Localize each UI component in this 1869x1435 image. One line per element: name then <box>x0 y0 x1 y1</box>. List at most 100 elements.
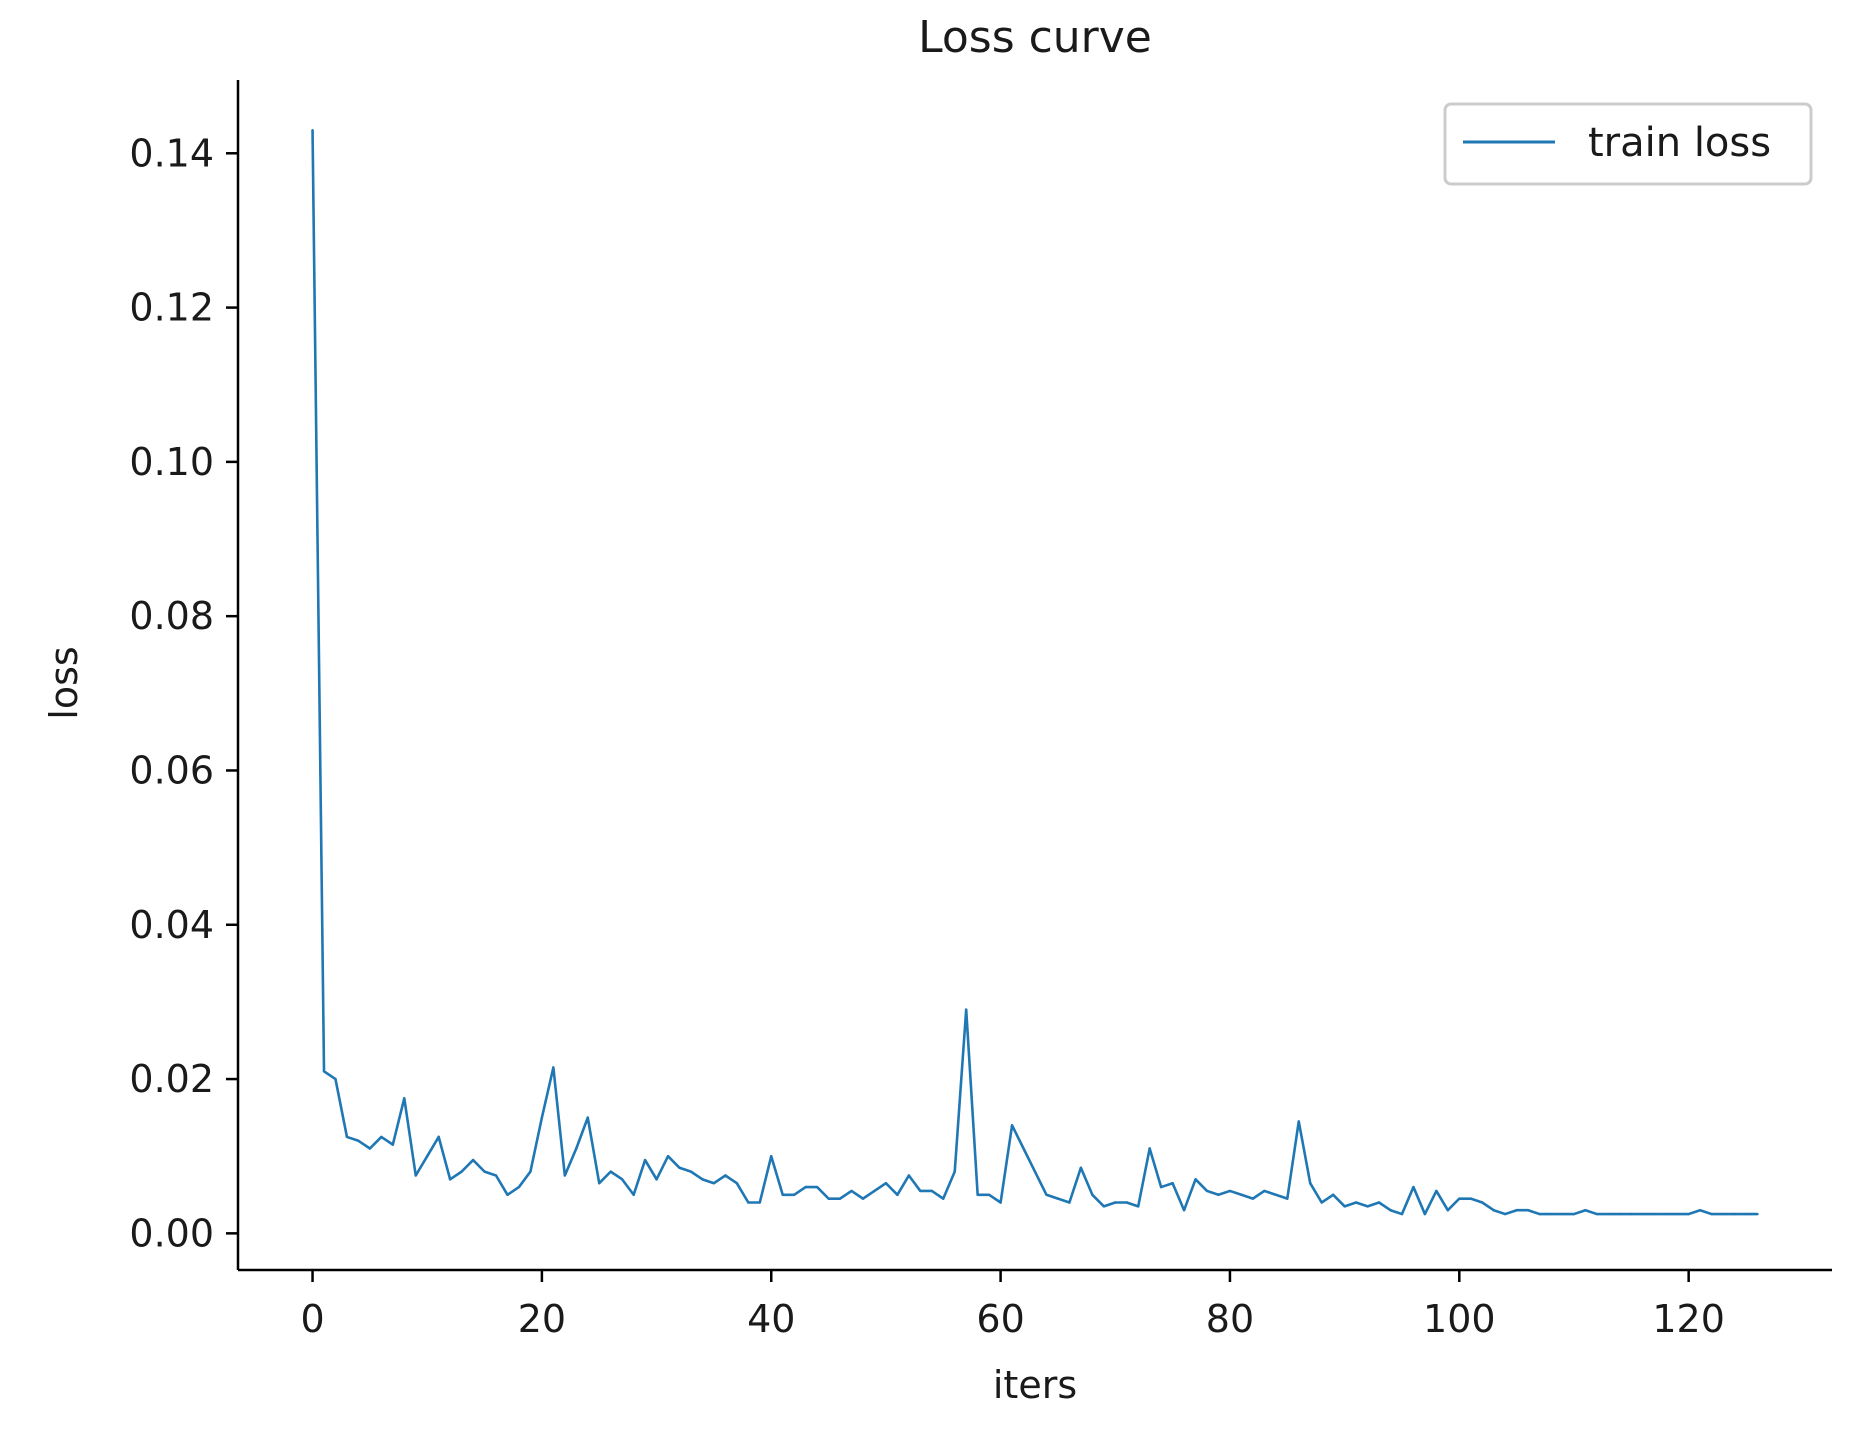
data-point <box>1240 1193 1243 1196</box>
data-point <box>1068 1201 1071 1204</box>
data-point <box>758 1201 761 1204</box>
data-point <box>1595 1212 1599 1216</box>
data-point <box>873 1189 876 1193</box>
legend-box <box>1443 102 1813 186</box>
y-tick-label: 0.04 <box>129 903 214 947</box>
data-point <box>1033 1170 1037 1173</box>
x-tick-label: 60 <box>976 1297 1024 1341</box>
data-point <box>770 1155 773 1158</box>
data-point <box>1091 1193 1094 1196</box>
data-point <box>1481 1201 1484 1204</box>
data-point <box>1114 1201 1117 1204</box>
x-tick-label: 40 <box>747 1297 795 1341</box>
data-point <box>1492 1209 1495 1212</box>
x-axis-ticks: 0 20 40 60 80 100 120 <box>300 1270 1725 1341</box>
data-point <box>1263 1189 1266 1193</box>
x-tick-label: 0 <box>300 1297 324 1341</box>
data-point <box>1710 1212 1713 1216</box>
data-point <box>1309 1182 1312 1185</box>
data-point <box>1733 1212 1736 1216</box>
data-point <box>403 1097 406 1100</box>
data-point <box>850 1189 853 1193</box>
series-line-train-loss <box>311 130 1758 1216</box>
data-point <box>1125 1201 1128 1204</box>
data-point <box>609 1170 612 1173</box>
data-point <box>987 1193 991 1196</box>
data-point <box>1010 1124 1014 1127</box>
data-point <box>1194 1178 1197 1181</box>
data-point <box>1458 1197 1461 1200</box>
data-point <box>747 1201 750 1204</box>
data-point <box>380 1135 383 1139</box>
data-point <box>1159 1185 1163 1189</box>
data-point <box>1412 1185 1415 1189</box>
data-point <box>838 1197 842 1200</box>
data-point <box>345 1135 349 1139</box>
data-point <box>1561 1212 1564 1216</box>
data-point <box>896 1193 899 1196</box>
data-point <box>517 1185 521 1189</box>
data-point <box>666 1155 670 1158</box>
data-point <box>655 1178 658 1181</box>
data-point <box>827 1197 830 1200</box>
data-point <box>1286 1197 1289 1200</box>
data-point <box>1618 1212 1622 1216</box>
data-point <box>1675 1212 1679 1216</box>
chart-title: Loss curve <box>918 12 1152 63</box>
data-point <box>1435 1189 1438 1193</box>
data-point <box>1664 1212 1667 1216</box>
data-point <box>884 1182 888 1185</box>
data-point <box>1343 1205 1346 1208</box>
data-point <box>448 1178 452 1181</box>
y-tick-label: 0.12 <box>129 286 214 330</box>
data-point <box>964 1008 968 1011</box>
data-point <box>575 1147 578 1150</box>
data-point <box>334 1077 337 1081</box>
data-point <box>643 1158 647 1162</box>
data-point <box>529 1170 532 1173</box>
data-point <box>1148 1147 1151 1150</box>
x-tick-label: 100 <box>1423 1297 1496 1341</box>
axes <box>236 80 1832 1272</box>
data-point <box>930 1189 933 1193</box>
data-point <box>1205 1189 1209 1193</box>
data-point <box>1182 1209 1186 1212</box>
data-point <box>1331 1193 1335 1196</box>
x-tick-label: 20 <box>518 1297 566 1341</box>
data-point <box>598 1182 601 1185</box>
data-point <box>1641 1212 1644 1216</box>
y-axis-ticks: 0.00 0.02 0.04 0.06 0.08 0.10 0.12 0.14 <box>129 131 238 1255</box>
data-point <box>1503 1212 1507 1216</box>
data-point <box>999 1201 1002 1204</box>
data-point <box>689 1170 693 1173</box>
data-point <box>437 1135 440 1139</box>
data-point <box>976 1193 979 1196</box>
data-point <box>483 1170 486 1173</box>
data-point <box>678 1166 681 1169</box>
data-point <box>1630 1212 1633 1216</box>
data-point <box>942 1197 945 1200</box>
data-point <box>391 1143 395 1146</box>
x-axis-label: iters <box>993 1363 1077 1407</box>
data-point <box>1423 1212 1427 1216</box>
data-point <box>1297 1120 1300 1123</box>
data-point <box>1228 1189 1232 1193</box>
data-point <box>861 1197 865 1200</box>
data-point <box>1572 1212 1576 1216</box>
y-tick-label: 0.02 <box>129 1057 214 1101</box>
data-point <box>1217 1193 1220 1196</box>
x-tick-label: 80 <box>1206 1297 1254 1341</box>
data-point <box>1022 1147 1025 1150</box>
data-point <box>1744 1212 1748 1216</box>
data-point <box>1538 1212 1541 1216</box>
data-point <box>1515 1209 1518 1212</box>
data-point <box>1584 1209 1587 1212</box>
data-point <box>1366 1205 1369 1208</box>
data-point <box>368 1147 372 1150</box>
data-point <box>815 1185 819 1189</box>
legend: train loss <box>1443 102 1813 186</box>
data-point <box>540 1116 544 1119</box>
data-point <box>1171 1182 1174 1185</box>
y-tick-label: 0.08 <box>129 594 214 638</box>
